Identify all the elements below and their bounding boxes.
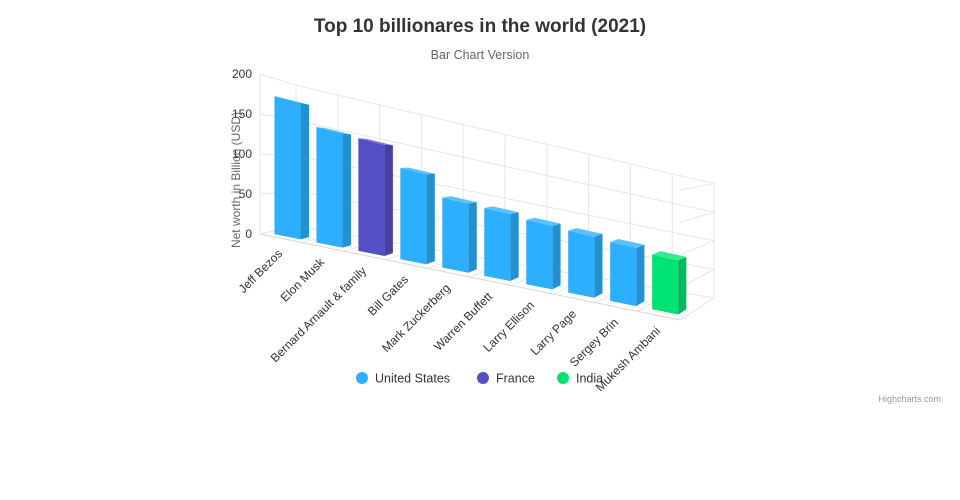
bar-side-face bbox=[384, 144, 393, 257]
x-tick-label: Elon Musk bbox=[278, 254, 328, 304]
bar-front-face bbox=[484, 208, 511, 282]
legend-marker bbox=[356, 372, 368, 384]
x-tick-label: Bernard Arnault & family bbox=[268, 264, 369, 365]
bar-side-face bbox=[636, 244, 645, 307]
bar[interactable] bbox=[526, 217, 561, 290]
bar[interactable] bbox=[316, 126, 351, 248]
bar-side-face bbox=[468, 202, 477, 273]
bar[interactable] bbox=[358, 138, 393, 257]
legend-label: India bbox=[576, 372, 603, 386]
chart-title: Top 10 billionares in the world (2021) bbox=[314, 16, 646, 37]
grid-line-floor bbox=[679, 297, 715, 321]
grid-line-horizontal bbox=[295, 84, 715, 185]
bar-top-face bbox=[610, 239, 645, 248]
bar[interactable] bbox=[610, 239, 645, 307]
bar[interactable] bbox=[484, 206, 519, 282]
bar-side-face bbox=[426, 173, 435, 265]
grid-line-side-right bbox=[679, 240, 715, 256]
bar-top-face bbox=[442, 196, 477, 204]
bar-side-face bbox=[552, 223, 561, 290]
y-tick-label: 0 bbox=[245, 227, 252, 241]
bar-front-face bbox=[400, 167, 427, 265]
grid-line-side bbox=[259, 73, 297, 86]
x-tick-label: Sergey Brin bbox=[567, 315, 621, 369]
bar-side-face bbox=[678, 256, 687, 315]
bar-front-face bbox=[526, 219, 553, 290]
credits-link[interactable]: Highcharts.com bbox=[878, 394, 941, 404]
bar-front-face bbox=[610, 241, 637, 307]
bar-front-face bbox=[274, 96, 301, 240]
bar-side-face bbox=[510, 212, 519, 282]
grid-line-horizontal bbox=[295, 119, 715, 213]
bar[interactable] bbox=[274, 96, 310, 240]
legend-item[interactable]: India bbox=[557, 372, 603, 386]
y-tick-label: 200 bbox=[232, 67, 252, 81]
bar-side-face bbox=[300, 102, 310, 240]
bar-front-face bbox=[316, 126, 343, 248]
y-tick-label: 50 bbox=[239, 187, 253, 201]
bar-top-face bbox=[274, 96, 310, 105]
x-tick-label: Bill Gates bbox=[365, 272, 411, 318]
y-tick-label: 100 bbox=[232, 147, 252, 161]
bar-side-face bbox=[342, 133, 351, 248]
bar-front-face bbox=[652, 254, 679, 315]
x-tick-label: Larry Page bbox=[528, 306, 580, 358]
bar-top-face bbox=[358, 138, 393, 146]
legend-label: United States bbox=[375, 372, 450, 386]
bar-top-face bbox=[316, 126, 351, 135]
chart-subtitle: Bar Chart Version bbox=[431, 48, 530, 62]
bar-top-face bbox=[652, 251, 687, 261]
y-axis-title: Net worth in Billion (USD) bbox=[229, 112, 243, 248]
bar[interactable] bbox=[568, 228, 603, 298]
bar-front-face bbox=[358, 138, 385, 257]
legend: United States France India bbox=[356, 372, 603, 386]
bar[interactable] bbox=[652, 251, 687, 315]
bar-top-face bbox=[400, 167, 435, 175]
legend-label: France bbox=[496, 372, 535, 386]
legend-item[interactable]: United States bbox=[356, 372, 450, 386]
y-tick-label: 150 bbox=[232, 107, 252, 121]
y-axis-ticks: 0 50 100 150 200 bbox=[232, 67, 252, 241]
bar[interactable] bbox=[442, 196, 477, 273]
legend-marker bbox=[477, 372, 489, 384]
bar-front-face bbox=[442, 197, 469, 273]
grid-line-side-right bbox=[679, 183, 715, 191]
legend-item[interactable]: France bbox=[477, 372, 535, 386]
bar-top-face bbox=[526, 217, 561, 226]
grid-line-side-right bbox=[679, 211, 715, 223]
bars-layer bbox=[274, 96, 687, 315]
bar-top-face bbox=[568, 228, 603, 237]
bar-top-face bbox=[484, 206, 519, 215]
bar-front-face bbox=[568, 230, 595, 298]
legend-marker bbox=[557, 372, 569, 384]
bar[interactable] bbox=[400, 167, 435, 265]
x-tick-label: Jeff Bezos bbox=[236, 247, 285, 296]
x-axis-line bbox=[259, 233, 681, 321]
bar-side-face bbox=[594, 233, 603, 298]
